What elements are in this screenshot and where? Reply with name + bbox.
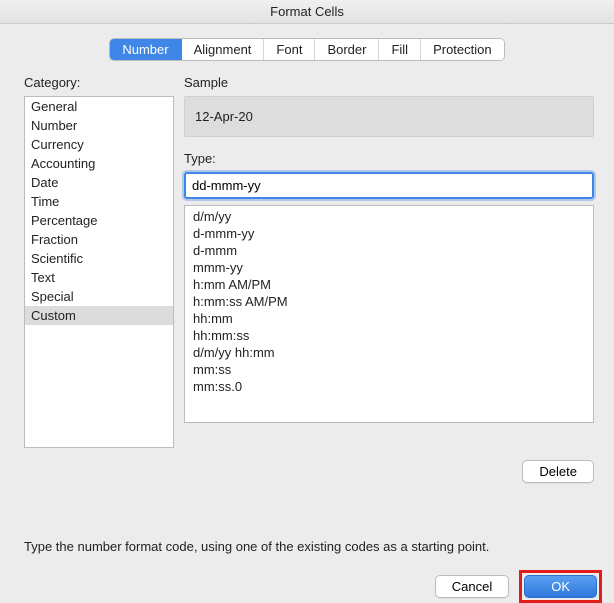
category-item[interactable]: Accounting: [25, 154, 173, 173]
dialog-content: Category: GeneralNumberCurrencyAccountin…: [0, 61, 614, 448]
delete-row: Delete: [0, 448, 614, 483]
type-input[interactable]: [184, 172, 594, 199]
delete-button[interactable]: Delete: [522, 460, 594, 483]
window-title: Format Cells: [0, 0, 614, 24]
tab-alignment[interactable]: Alignment: [182, 39, 265, 60]
category-item[interactable]: Text: [25, 268, 173, 287]
category-item[interactable]: General: [25, 97, 173, 116]
type-list-item[interactable]: d-mmm: [185, 242, 593, 259]
category-list[interactable]: GeneralNumberCurrencyAccountingDateTimeP…: [24, 96, 174, 448]
type-list-item[interactable]: h:mm:ss AM/PM: [185, 293, 593, 310]
type-list-item[interactable]: mmm-yy: [185, 259, 593, 276]
category-panel: Category: GeneralNumberCurrencyAccountin…: [24, 75, 174, 448]
category-label: Category:: [24, 75, 174, 90]
sample-value: 12-Apr-20: [184, 96, 594, 137]
type-list-item[interactable]: hh:mm:ss: [185, 327, 593, 344]
category-item[interactable]: Percentage: [25, 211, 173, 230]
detail-panel: Sample 12-Apr-20 Type: d/m/yyd-mmm-yyd-m…: [184, 75, 594, 448]
category-item[interactable]: Scientific: [25, 249, 173, 268]
category-item[interactable]: Currency: [25, 135, 173, 154]
type-list-item[interactable]: d-mmm-yy: [185, 225, 593, 242]
hint-text: Type the number format code, using one o…: [0, 539, 614, 554]
category-item[interactable]: Fraction: [25, 230, 173, 249]
tab-font[interactable]: Font: [264, 39, 315, 60]
type-label: Type:: [184, 151, 594, 166]
type-list-item[interactable]: hh:mm: [185, 310, 593, 327]
type-list-item[interactable]: mm:ss: [185, 361, 593, 378]
tab-protection[interactable]: Protection: [421, 39, 504, 60]
tab-number[interactable]: Number: [110, 39, 181, 60]
type-list-item[interactable]: mm:ss.0: [185, 378, 593, 395]
type-list-item[interactable]: d/m/yy: [185, 208, 593, 225]
tab-bar: NumberAlignmentFontBorderFillProtection: [0, 38, 614, 61]
category-item[interactable]: Time: [25, 192, 173, 211]
type-list-item[interactable]: d/m/yy hh:mm: [185, 344, 593, 361]
sample-label: Sample: [184, 75, 594, 90]
tab-fill[interactable]: Fill: [379, 39, 421, 60]
type-list-item[interactable]: h:mm AM/PM: [185, 276, 593, 293]
category-item[interactable]: Number: [25, 116, 173, 135]
tab-border[interactable]: Border: [315, 39, 379, 60]
type-list[interactable]: d/m/yyd-mmm-yyd-mmmmmm-yyh:mm AM/PMh:mm:…: [184, 205, 594, 423]
dialog-footer: Cancel OK: [0, 554, 614, 603]
category-item[interactable]: Date: [25, 173, 173, 192]
category-item[interactable]: Custom: [25, 306, 173, 325]
category-item[interactable]: Special: [25, 287, 173, 306]
